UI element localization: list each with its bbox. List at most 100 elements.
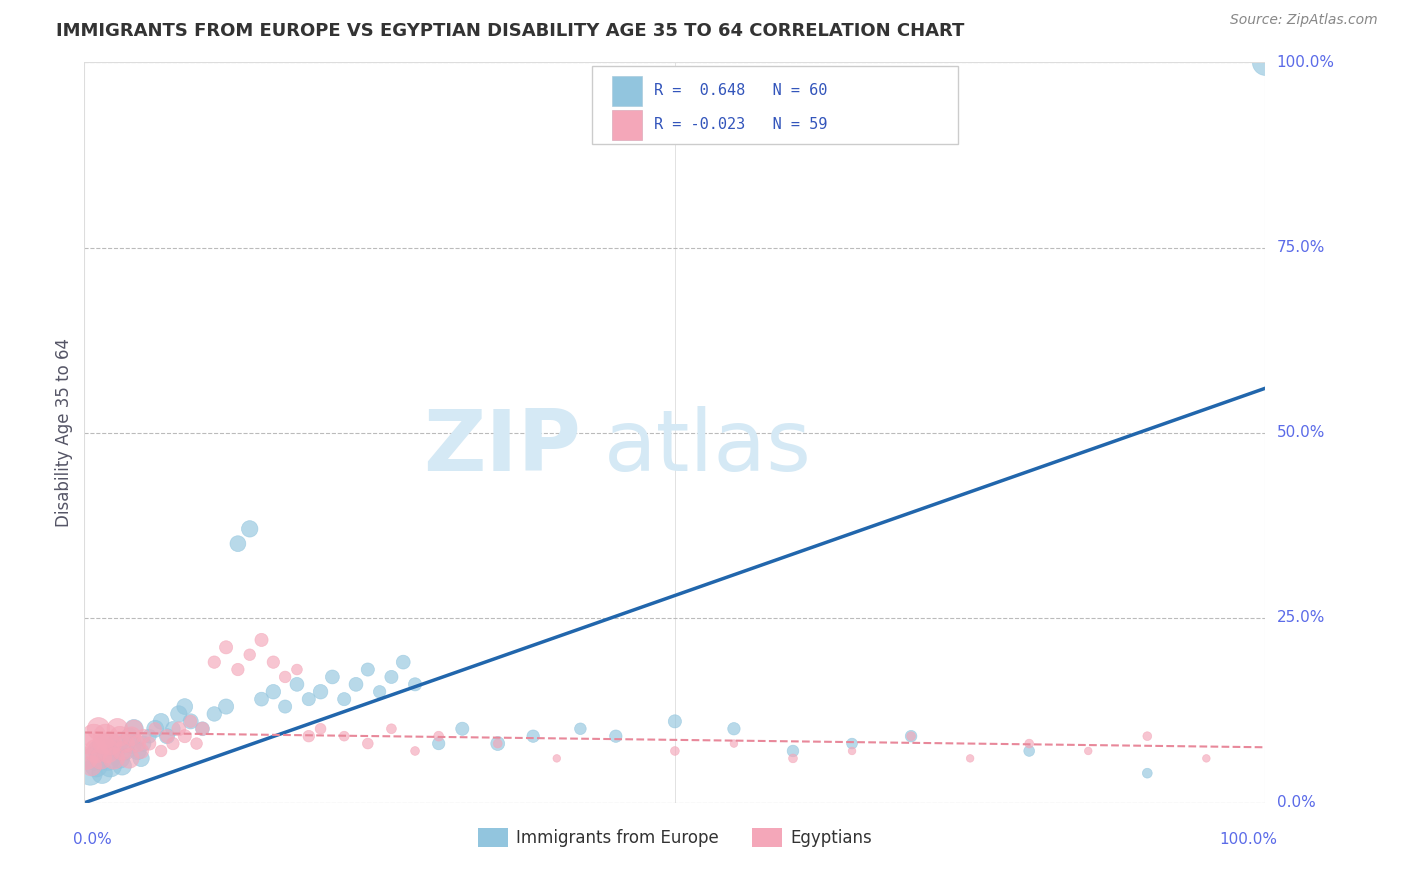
Point — [900, 729, 922, 743]
Point — [107, 722, 129, 736]
Point — [250, 632, 273, 647]
Point — [309, 685, 332, 699]
Text: IMMIGRANTS FROM EUROPE VS EGYPTIAN DISABILITY AGE 35 TO 64 CORRELATION CHART: IMMIGRANTS FROM EUROPE VS EGYPTIAN DISAB… — [56, 22, 965, 40]
Point — [80, 758, 103, 772]
Point — [118, 729, 141, 743]
Point — [84, 744, 107, 758]
Text: ZIP: ZIP — [423, 406, 581, 489]
Point — [162, 737, 184, 751]
Point — [569, 722, 592, 736]
Point — [486, 737, 509, 751]
Point — [202, 706, 225, 721]
Point — [162, 722, 184, 736]
Point — [87, 744, 110, 758]
Point — [87, 722, 110, 736]
Y-axis label: Disability Age 35 to 64: Disability Age 35 to 64 — [55, 338, 73, 527]
Point — [132, 737, 155, 751]
Point — [262, 655, 284, 669]
Text: 75.0%: 75.0% — [1277, 240, 1324, 255]
Point — [76, 751, 98, 765]
Point — [357, 737, 380, 751]
Point — [180, 714, 202, 729]
Point — [782, 744, 804, 758]
Point — [129, 744, 152, 758]
Point — [111, 758, 134, 772]
Point — [173, 729, 195, 743]
Text: 100.0%: 100.0% — [1219, 832, 1277, 847]
Point — [285, 663, 308, 677]
Point — [226, 663, 249, 677]
Point — [298, 729, 321, 743]
Point — [186, 737, 208, 751]
Point — [83, 729, 105, 743]
Point — [98, 758, 121, 772]
Point — [664, 714, 686, 729]
Point — [427, 737, 450, 751]
Point — [91, 737, 114, 751]
Point — [127, 737, 149, 751]
Point — [357, 663, 380, 677]
Point — [404, 677, 426, 691]
FancyBboxPatch shape — [592, 66, 959, 144]
Point — [143, 722, 166, 736]
Text: atlas: atlas — [605, 406, 813, 489]
Point — [118, 751, 141, 765]
Point — [150, 744, 173, 758]
Point — [427, 729, 450, 743]
Point — [173, 699, 195, 714]
Text: 50.0%: 50.0% — [1277, 425, 1324, 440]
Point — [226, 536, 249, 550]
Point — [84, 758, 107, 772]
Text: 0.0%: 0.0% — [73, 832, 111, 847]
Point — [605, 729, 627, 743]
Point — [723, 737, 745, 751]
Point — [94, 737, 117, 751]
Point — [122, 722, 145, 736]
Point — [262, 685, 284, 699]
Point — [180, 714, 202, 729]
Point — [298, 692, 321, 706]
Point — [841, 744, 863, 758]
Text: 100.0%: 100.0% — [1277, 55, 1334, 70]
Point — [79, 766, 101, 780]
Point — [782, 751, 804, 765]
Point — [129, 751, 152, 765]
Point — [156, 729, 179, 743]
Point — [127, 744, 149, 758]
Text: R =  0.648   N = 60: R = 0.648 N = 60 — [654, 84, 827, 98]
Point — [1018, 737, 1040, 751]
Point — [380, 722, 402, 736]
Point — [83, 751, 105, 765]
Text: R = -0.023   N = 59: R = -0.023 N = 59 — [654, 117, 827, 132]
Point — [344, 677, 367, 691]
Point — [239, 522, 262, 536]
Point — [546, 751, 568, 765]
Point — [167, 706, 190, 721]
Point — [103, 744, 125, 758]
Point — [108, 729, 131, 743]
Point — [143, 722, 166, 736]
Point — [132, 729, 155, 743]
Text: Source: ZipAtlas.com: Source: ZipAtlas.com — [1230, 13, 1378, 28]
Point — [215, 640, 238, 655]
Point — [1136, 729, 1159, 743]
Point — [167, 722, 190, 736]
Point — [138, 729, 160, 743]
Point — [723, 722, 745, 736]
Legend: Immigrants from Europe, Egyptians: Immigrants from Europe, Egyptians — [471, 822, 879, 854]
Point — [90, 751, 112, 765]
Point — [1254, 55, 1277, 70]
Point — [404, 744, 426, 758]
Point — [841, 737, 863, 751]
Point — [191, 722, 214, 736]
Point — [274, 699, 297, 714]
Point — [94, 729, 117, 743]
Point — [114, 744, 136, 758]
Point — [1136, 766, 1159, 780]
FancyBboxPatch shape — [612, 76, 641, 106]
Point — [138, 737, 160, 751]
Point — [250, 692, 273, 706]
Point — [114, 737, 136, 751]
Point — [1195, 751, 1218, 765]
Point — [486, 737, 509, 751]
